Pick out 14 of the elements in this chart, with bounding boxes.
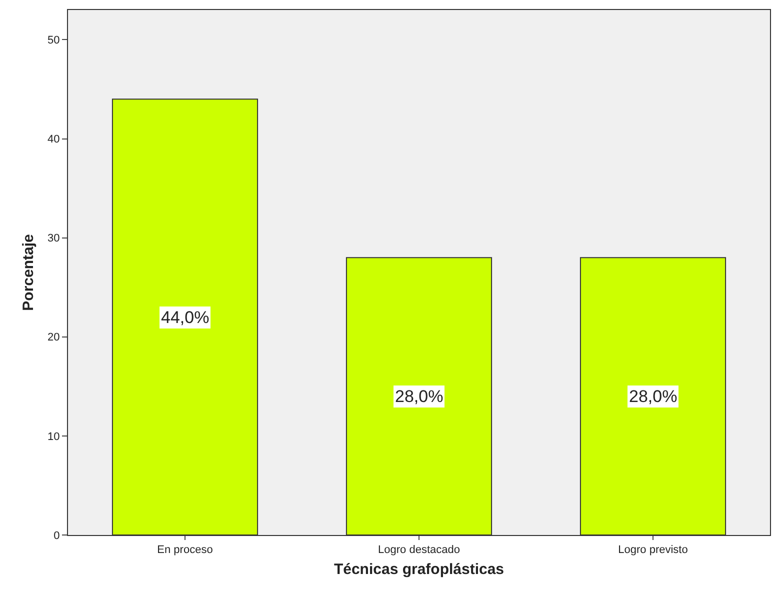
x-tick-label: Logro destacado bbox=[378, 544, 460, 556]
data-label: 28,0% bbox=[395, 387, 444, 406]
x-tick-label: Logro previsto bbox=[618, 544, 688, 556]
y-tick-label: 10 bbox=[48, 430, 60, 443]
y-axis-title: Porcentaje bbox=[20, 234, 37, 311]
x-tick-label: En proceso bbox=[157, 544, 213, 556]
y-tick-label: 0 bbox=[54, 530, 60, 542]
data-label: 28,0% bbox=[629, 387, 678, 406]
data-label: 44,0% bbox=[161, 308, 210, 327]
y-tick-label: 40 bbox=[48, 134, 60, 146]
y-tick-label: 20 bbox=[48, 332, 60, 344]
y-tick-label: 30 bbox=[48, 232, 60, 245]
y-tick-label: 50 bbox=[48, 34, 60, 47]
x-axis-title: Técnicas grafoplásticas bbox=[334, 561, 504, 578]
